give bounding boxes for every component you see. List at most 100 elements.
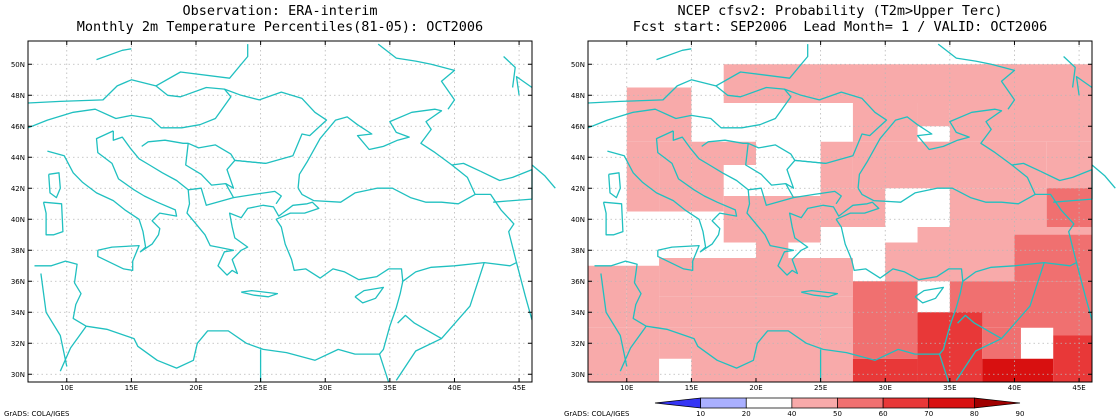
lat-tick-label: 42N — [571, 185, 585, 193]
probability-cell — [723, 211, 756, 243]
lon-tick-label: 20E — [749, 384, 762, 392]
coastline — [395, 338, 442, 381]
probability-cell — [982, 358, 1054, 382]
coastline — [600, 273, 628, 367]
coastline — [48, 172, 61, 199]
observation-subtitle: Monthly 2m Temperature Percentiles(81-05… — [76, 19, 484, 35]
lon-tick-label: 25E — [814, 384, 827, 392]
coastline — [515, 75, 533, 96]
lat-tick-label: 50N — [11, 61, 25, 69]
coastline — [47, 130, 178, 253]
probability-cell — [691, 141, 756, 165]
coastline — [793, 190, 842, 205]
colorbar-swatch — [745, 397, 793, 409]
coastline — [377, 43, 456, 110]
colorbar-label: 90 — [1016, 410, 1025, 418]
coastline — [225, 159, 266, 189]
coastlines — [587, 43, 1116, 383]
lat-tick-label: 44N — [11, 154, 25, 162]
coastline — [785, 159, 826, 189]
colorbar-swatch — [928, 397, 975, 409]
coastline — [587, 88, 792, 129]
probability-cell — [949, 103, 1092, 142]
forecast-map: 10E 15E 20E 25E 30E 35E 40E 45E 30N 32N 34N 36N 38N 4… — [571, 40, 1116, 418]
colorbar-swatch — [882, 397, 930, 409]
forecast-subtitle: Fcst start: SEP2006 Lead Month= 1 / VALI… — [632, 19, 1048, 35]
axis-labels: 10E 15E 20E 25E 30E 35E 40E 45E 30N 32N 34N 36N 38N 4… — [571, 41, 1092, 392]
lat-tick-label: 46N — [11, 123, 25, 131]
forecast-footer: GrADS: COLA/IGES — [564, 410, 630, 418]
lat-tick-label: 48N — [11, 92, 25, 100]
probability-cell — [982, 327, 1021, 359]
lon-tick-label: 40E — [1008, 384, 1021, 392]
colorbar-label: 60 — [879, 410, 888, 418]
coastline — [835, 218, 964, 282]
probability-cell — [626, 141, 660, 212]
observation-map: 10E 15E 20E 25E 30E 35E 40E 45E 30N 32N 34N 36N 38N 4… — [11, 40, 556, 392]
coastline — [602, 201, 624, 236]
observation-footer: GrADS: COLA/IGES — [4, 410, 70, 418]
lat-tick-label: 48N — [571, 92, 585, 100]
probability-cells — [588, 64, 1092, 382]
coastline — [672, 130, 843, 276]
probability-cell — [659, 327, 692, 359]
probability-cell — [588, 265, 627, 328]
coastline — [914, 286, 945, 304]
coastline — [59, 325, 87, 372]
coastline — [503, 56, 516, 88]
coastline — [451, 162, 481, 172]
forecast-panel: NCEP cfsv2: Probability (T2m>Upper Terc)… — [560, 0, 1120, 420]
colorbar-swatch — [654, 397, 701, 409]
coastline — [657, 244, 700, 272]
lon-tick-label: 40E — [448, 384, 461, 392]
coastline — [297, 108, 476, 205]
probability-cell — [982, 64, 1092, 103]
probability-cell — [1053, 320, 1092, 336]
coastline — [27, 88, 232, 129]
colorbar-swatch — [791, 397, 838, 409]
colorbar-label: 10 — [696, 410, 705, 418]
colorbar-label: 40 — [787, 410, 796, 418]
lon-tick-label: 10E — [60, 384, 73, 392]
colorbar-label: 50 — [833, 410, 842, 418]
probability-cell — [1046, 188, 1092, 227]
coastline — [656, 48, 692, 61]
coastline — [1063, 56, 1076, 88]
coastline — [397, 262, 485, 340]
coastline — [155, 44, 249, 87]
coastline — [594, 260, 940, 369]
observation-panel: Observation: ERA-interim Monthly 2m Temp… — [4, 3, 556, 418]
coastline — [378, 281, 404, 355]
coastline — [938, 353, 950, 383]
probability-cell — [756, 242, 789, 274]
probability-cell — [820, 258, 853, 274]
probability-cell — [659, 141, 692, 196]
colorbar-swatch — [974, 397, 1021, 409]
coastline — [233, 190, 282, 205]
coastline — [40, 273, 68, 367]
lat-tick-label: 40N — [571, 216, 585, 224]
lat-tick-label: 36N — [571, 278, 585, 286]
lat-tick-label: 32N — [11, 340, 25, 348]
colorbar-swatch — [837, 397, 884, 409]
coastline — [955, 338, 1002, 381]
coastline — [275, 201, 320, 220]
lat-tick-label: 44N — [571, 154, 585, 162]
coastline — [34, 260, 380, 369]
map-border — [27, 40, 533, 383]
colorbar-label: 20 — [742, 410, 751, 418]
lon-tick-label: 45E — [1072, 384, 1085, 392]
coastlines — [27, 43, 556, 383]
coastline — [607, 130, 738, 253]
lon-tick-label: 15E — [125, 384, 138, 392]
coastline — [185, 143, 235, 206]
coastline — [938, 281, 964, 355]
coastline — [715, 44, 809, 87]
lat-tick-label: 34N — [11, 309, 25, 317]
coastline — [587, 79, 888, 165]
coastline — [96, 48, 132, 61]
lat-tick-label: 32N — [571, 340, 585, 348]
coastline — [801, 289, 839, 298]
coastline — [241, 289, 279, 298]
lon-tick-label: 35E — [943, 384, 956, 392]
